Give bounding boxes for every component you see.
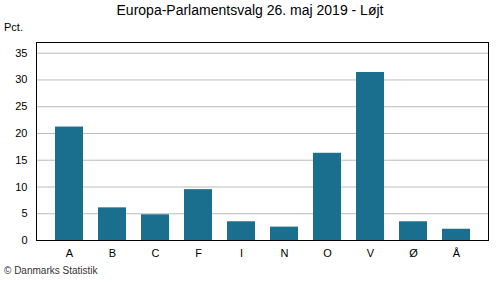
svg-text:15: 15 <box>15 154 27 166</box>
svg-text:10: 10 <box>15 181 27 193</box>
html-text:Europa-Parlamentsvalg 26. maj: Europa-Parlamentsvalg 26. maj 2019 - Løj… <box>116 2 384 18</box>
html-text:Pct.: Pct. <box>4 21 23 33</box>
svg-text:Ø: Ø <box>409 247 418 259</box>
svg-text:5: 5 <box>21 207 27 219</box>
svg-text:V: V <box>367 247 375 259</box>
svg-text:25: 25 <box>15 100 27 112</box>
svg-text:F: F <box>195 247 202 259</box>
svg-text:30: 30 <box>15 73 27 85</box>
svg-text:0: 0 <box>21 234 27 246</box>
svg-text:C: C <box>152 247 160 259</box>
svg-text:35: 35 <box>15 47 27 59</box>
svg-text:N: N <box>281 247 289 259</box>
svg-text:B: B <box>109 247 116 259</box>
svg-text:O: O <box>323 247 332 259</box>
svg-text:A: A <box>66 247 74 259</box>
svg-text:I: I <box>240 247 243 259</box>
html-text:© Danmarks Statistik: © Danmarks Statistik <box>4 265 98 276</box>
svg-text:Å: Å <box>453 247 461 259</box>
svg-text:20: 20 <box>15 127 27 139</box>
